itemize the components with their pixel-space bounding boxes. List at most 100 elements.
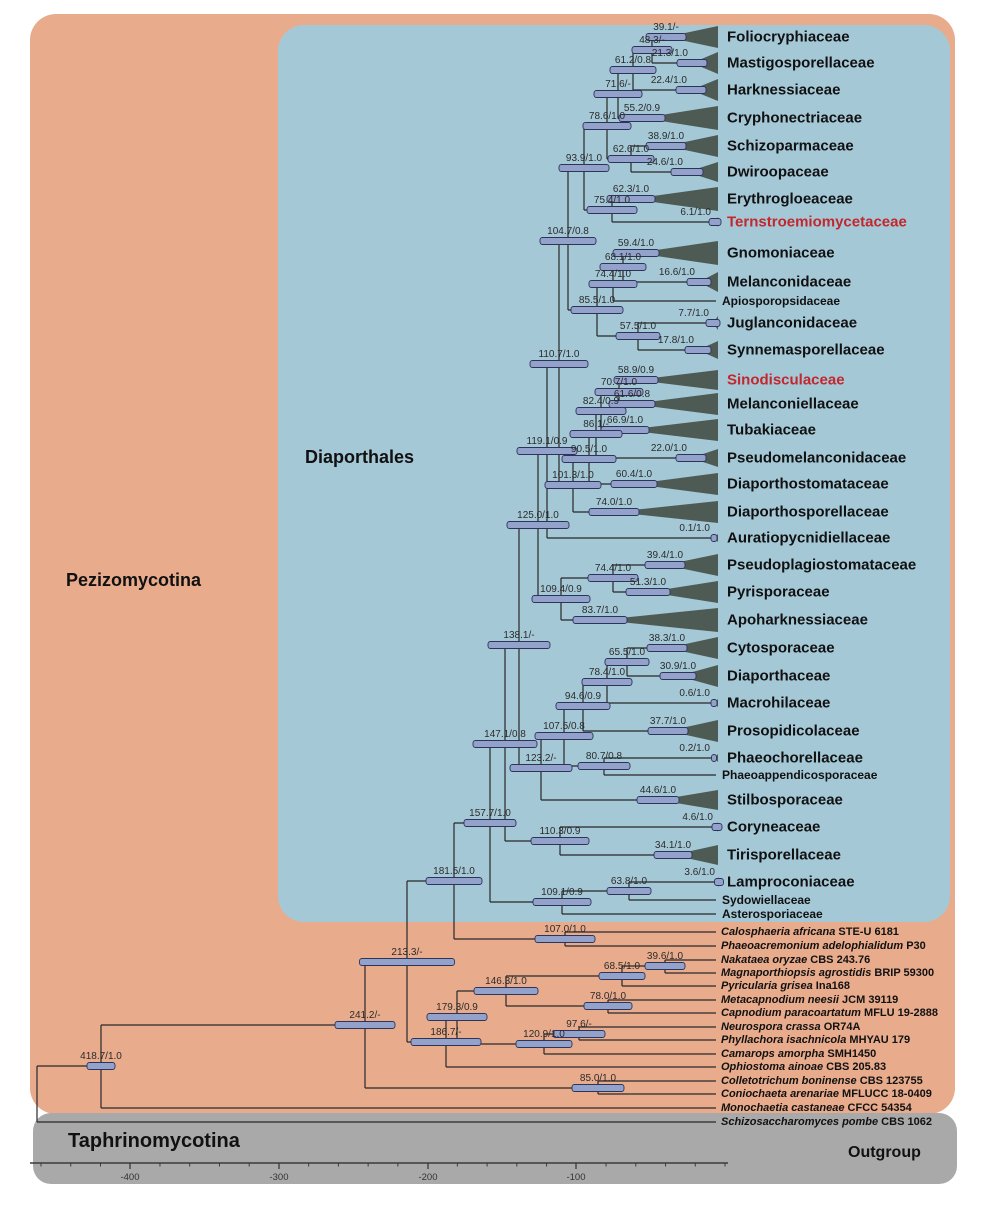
tip-label: Phaeochorellaceae: [727, 750, 863, 767]
node-age-support-label: 68.1/1.0: [605, 252, 642, 263]
hpd-bar: [676, 59, 708, 67]
tip-label: Camarops amorpha SMH1450: [721, 1048, 876, 1060]
tip-label: Apiosporopsidaceae: [722, 294, 840, 308]
hpd-bar: [604, 658, 650, 666]
node-age-support-label: 21.3/1.0: [652, 48, 689, 59]
node-age-support-label: 66.9/1.0: [607, 415, 644, 426]
collapsed-clade-triangle: [666, 26, 718, 48]
hpd-bar: [532, 898, 592, 906]
hpd-bar: [561, 455, 617, 463]
tip-label: Gnomoniaceae: [727, 245, 835, 262]
node-age-support-label: 107.5/0.8: [543, 721, 585, 732]
hpd-bar: [686, 278, 712, 286]
hpd-bar: [555, 702, 611, 710]
node-age-support-label: 90.5/1.0: [571, 444, 608, 455]
node-age-support-label: 39.1/-: [653, 22, 679, 33]
node-age-support-label: 138.1/-: [503, 630, 534, 641]
collapsed-clade-triangle: [667, 637, 718, 659]
hpd-bar: [645, 142, 687, 150]
tip-label: Melanconiellaceae: [727, 396, 859, 413]
collapsed-clade-triangle: [636, 241, 718, 265]
node-age-support-label: 109.4/0.9: [540, 584, 582, 595]
collapsed-clade-triangle: [648, 581, 718, 603]
hpd-bar: [684, 346, 712, 354]
tip-labels: Foliocryphiaceae Mastigosporellaceae Harkn…: [721, 29, 938, 1129]
tip-label: Pseudomelanconidaceae: [727, 450, 906, 467]
hpd-bar: [644, 561, 686, 569]
tip-label: Auratiopycnidiellaceae: [727, 530, 890, 547]
hpd-bar: [575, 407, 627, 415]
hpd-bar: [613, 376, 659, 384]
tip-label: Nakataea oryzae CBS 243.76: [721, 954, 870, 966]
node-age-support-label: 93.9/1.0: [566, 153, 603, 164]
time-axis: -400 -300 -200 -100: [30, 1162, 728, 1183]
hpd-bar: [425, 877, 483, 885]
hpd-bar: [572, 616, 628, 624]
tip-label: Phyllachora isachnicola MHYAU 179: [721, 1034, 910, 1046]
node-age-support-label: 107.0/1.0: [544, 924, 586, 935]
tip-label: Diaporthosporellaceae: [727, 504, 889, 521]
diaporthales-region: [278, 25, 950, 922]
node-age-support-label: 30.9/1.0: [660, 661, 697, 672]
node-age-support-label: 104.7/0.8: [547, 226, 589, 237]
collapsed-clade-triangle: [678, 665, 718, 687]
hpd-bar: [506, 521, 570, 529]
hpd-bar: [552, 1030, 606, 1038]
node-age-support-label: 80.7/0.8: [586, 751, 623, 762]
hpd-bar: [577, 762, 631, 770]
node-age-support-label: 78.4/1.0: [589, 667, 626, 678]
hpd-bar: [610, 480, 658, 488]
node-age-support-label: 22.0/1.0: [651, 443, 688, 454]
node-age-support-label: 213.3/-: [391, 947, 422, 958]
hpd-bar: [653, 851, 693, 859]
node-age-support-label: 74.4/1.0: [595, 563, 632, 574]
tip-label: Calosphaeria africana STE-U 6181: [721, 926, 899, 938]
node-age-support-label: 57.5/1.0: [620, 321, 657, 332]
node-age-support-label: 6.1/1.0: [680, 207, 711, 218]
node-age-support-label: 94.6/0.9: [565, 691, 602, 702]
node-age-support-label: 157.7/1.0: [469, 808, 511, 819]
node-age-support-label: 16.6/1.0: [659, 267, 696, 278]
hpd-bar: [558, 164, 610, 172]
hpd-bar: [615, 332, 661, 340]
node-age-support-label: 110.7/1.0: [539, 349, 580, 360]
node-age-support-label: 38.9/1.0: [648, 131, 685, 142]
hpd-bar: [625, 588, 671, 596]
node-age-support-label: 97.6/-: [566, 1019, 592, 1030]
tip-label: Ternstroemiomycetaceae: [727, 214, 907, 231]
hpd-bar: [631, 46, 673, 54]
tip-label: Tubakiaceae: [727, 422, 816, 439]
hpd-bar: [516, 447, 578, 455]
hpd-bar: [606, 195, 656, 203]
node-age-support-label: 17.8/1.0: [658, 335, 695, 346]
node-age-support-label: 147.1/0.8: [484, 729, 526, 740]
collapsed-clade-triangle: [642, 106, 718, 130]
tip-label: Juglanconidaceae: [727, 315, 857, 332]
hpd-bar: [618, 114, 666, 122]
collapsed-clade-triangle: [600, 608, 718, 632]
hpd-bar: [710, 534, 718, 542]
node-age-support-label: 78.6/1.0: [589, 111, 626, 122]
node-age-support-label: 3.6/1.0: [684, 867, 715, 878]
tip-label: Colletotrichum boninense CBS 123755: [721, 1075, 923, 1087]
tip-label: Cytosporaceae: [727, 640, 835, 657]
hpd-bar: [659, 672, 697, 680]
hpd-bar: [593, 90, 643, 98]
pezizomycotina-label: Pezizomycotina: [66, 570, 202, 590]
node-age-support-label: 4.6/1.0: [682, 812, 713, 823]
node-age-support-label: 61.2/0.8: [615, 55, 652, 66]
hpd-bar: [612, 249, 660, 257]
tip-label: Schizoparmaceae: [727, 138, 854, 155]
tip-label: Neurospora crassa OR74A: [721, 1021, 860, 1033]
node-age-support-label: 38.3/1.0: [649, 633, 686, 644]
outgroup-label: Outgroup: [848, 1144, 921, 1161]
hpd-bar: [509, 764, 573, 772]
hpd-bar: [588, 280, 638, 288]
node-age-support-label: 24.6/1.0: [647, 157, 684, 168]
hpd-bar: [529, 360, 589, 368]
hpd-bar: [608, 400, 656, 408]
hpd-bar: [334, 1021, 396, 1029]
collapsed-clade-triangle: [666, 135, 718, 157]
hpd-bar: [583, 1002, 633, 1010]
